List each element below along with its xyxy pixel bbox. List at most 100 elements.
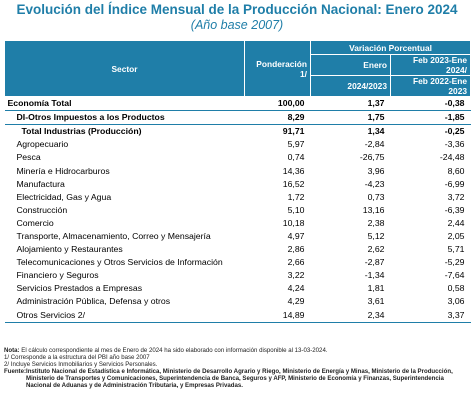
jan-variation-cell: 1,75	[310, 110, 391, 126]
source-text: Instituto Nacional de Estadística e Info…	[26, 368, 453, 390]
annual-variation-cell: 3,06	[447, 296, 465, 307]
annual-variation-cell: -3,36	[444, 139, 465, 150]
sector-cell: Electricidad, Gas y Agua	[16, 191, 112, 202]
weight-cell: 5,97	[287, 139, 305, 150]
weight-cell: 4,29	[287, 296, 305, 307]
note-2: 2/ Incluye Servicios Inmobiliarios y Ser…	[4, 361, 158, 369]
table-row: Administración Pública, Defensa y otros 4…	[5, 295, 471, 308]
table-row: Otros Servicios 2/14,89 2,34 3,37	[4, 308, 471, 323]
jan-variation-cell: -26,75	[359, 152, 385, 163]
table-row: Manufactura 16,52 -4,23 -6,99	[5, 178, 471, 191]
note-main: Nota: El cálculo correspondiente al mes …	[4, 347, 470, 354]
jan-variation-cell: 3,61	[367, 296, 385, 307]
jan-variation-cell: 2,62	[367, 244, 385, 255]
sector-cell: DI-Otros Impuestos a los Productos	[4, 110, 245, 126]
table-body: Economía Total 100,00 1,37 -0,38 DI-Otros Im…	[4, 96, 471, 323]
annual-variation-cell: 0,58	[447, 283, 465, 294]
jan-variation-cell: -4,23	[364, 178, 385, 189]
sector-cell: Manufactura	[16, 178, 65, 189]
weight-cell: 10,18	[282, 217, 305, 228]
table-row: Servicios Prestados a Empresas 4,24 1,81 0,…	[5, 282, 471, 295]
annual-variation-cell: 2,44	[447, 217, 465, 228]
table-row: Total Industrias (Producción) 91,71 1,34 -0…	[5, 125, 471, 139]
sector-cell: Transporte, Almacenamiento, Correo y Men…	[16, 230, 211, 241]
header-ytd-top: Feb 2023-Ene 2024/	[389, 54, 472, 76]
table-row: Alojamiento y Restaurantes 2,86 2,62 5,71	[5, 243, 471, 256]
weight-cell: 2,66	[287, 257, 305, 268]
page-title: Evolución del Índice Mensual de la Produ…	[16, 2, 458, 17]
annual-variation-cell: 3,37	[390, 308, 471, 323]
table-row: Telecomunicaciones y Otros Servicios de …	[5, 256, 471, 269]
weight-cell: 5,10	[287, 204, 305, 215]
annual-variation-cell: -0,25	[444, 126, 465, 137]
header-jan-top: Enero	[310, 54, 391, 76]
jan-variation-cell: 1,34	[367, 126, 385, 137]
jan-variation-cell: 5,12	[367, 230, 385, 241]
weight-cell: 14,36	[282, 165, 305, 176]
table-row: Electricidad, Gas y Agua 1,72 0,73 3,72	[5, 191, 471, 204]
weight-cell: 16,52	[282, 178, 305, 189]
sector-cell: Otros Servicios 2/	[4, 308, 245, 323]
annual-variation-cell: 2,05	[447, 230, 465, 241]
sector-cell: Total Industrias (Producción)	[21, 126, 142, 137]
table-row: Comercio 10,18 2,38 2,44	[5, 217, 471, 230]
weight-cell: 3,22	[287, 270, 305, 281]
weight-cell: 4,24	[287, 283, 305, 294]
header-jan-bottom: 2024/2023	[310, 75, 391, 97]
table-row: Minería e Hidrocarburos 14,36 3,96 8,60	[5, 164, 471, 177]
annual-variation-cell: -1,85	[390, 110, 471, 126]
table-row: Financiero y Seguros 3,22 -1,34 -7,64	[5, 269, 471, 282]
jan-variation-cell: 2,34	[310, 308, 391, 323]
page-subtitle: (Año base 2007)	[190, 18, 284, 32]
sector-cell: Agropecuario	[16, 139, 69, 150]
jan-variation-cell: 2,38	[367, 217, 385, 228]
weight-cell: 2,86	[287, 244, 305, 255]
jan-variation-cell: 3,96	[367, 165, 385, 176]
source-label: Fuente:	[4, 368, 27, 376]
sector-cell: Financiero y Seguros	[16, 270, 99, 281]
jan-variation-cell: -1,34	[364, 270, 385, 281]
table-row: Construcción 5,10 13,16 -6,39	[5, 204, 471, 217]
header-ytd-bottom: Feb 2022-Ene 2023	[389, 75, 472, 97]
header-sector: Sector	[4, 40, 245, 97]
annual-variation-cell: -6,39	[444, 204, 465, 215]
annual-variation-cell: -0,38	[390, 96, 471, 112]
note-text: El cálculo correspondiente al mes de Ene…	[21, 347, 328, 354]
sector-cell: Pesca	[16, 152, 41, 163]
footnotes: Nota: El cálculo correspondiente al mes …	[4, 347, 470, 390]
weight-cell: 8,29	[244, 110, 311, 126]
weight-cell: 0,74	[287, 152, 305, 163]
sector-cell: Economía Total	[4, 96, 245, 112]
table-row: DI-Otros Impuestos a los Productos 8,29 1,…	[4, 110, 471, 126]
sector-cell: Minería e Hidrocarburos	[16, 165, 110, 176]
jan-variation-cell: 13,16	[362, 204, 385, 215]
table-header: Sector Ponderación 1/ Variación Porcentu…	[4, 40, 472, 97]
jan-variation-cell: -2,87	[364, 257, 385, 268]
weight-cell: 14,89	[244, 308, 311, 323]
jan-variation-cell: 1,81	[367, 283, 385, 294]
weight-cell: 91,71	[282, 126, 305, 137]
sector-cell: Telecomunicaciones y Otros Servicios de …	[16, 257, 223, 268]
annual-variation-cell: 3,72	[447, 191, 465, 202]
sector-cell: Construcción	[16, 204, 68, 215]
jan-variation-cell: -2,84	[364, 139, 385, 150]
annual-variation-cell: 5,71	[447, 244, 465, 255]
annual-variation-cell: 8,60	[447, 165, 465, 176]
annual-variation-cell: -5,29	[444, 257, 465, 268]
annual-variation-cell: -7,64	[444, 270, 465, 281]
annual-variation-cell: -6,99	[444, 178, 465, 189]
source-note: Fuente: Instituto Nacional de Estadístic…	[4, 368, 470, 389]
jan-variation-cell: 1,37	[310, 96, 391, 112]
annual-variation-cell: -24,48	[439, 152, 465, 163]
table-row: Pesca 0,74 -26,75 -24,48	[5, 151, 471, 164]
header-variation: Variación Porcentual	[309, 40, 472, 55]
production-table: Sector Ponderación 1/ Variación Porcentu…	[4, 40, 472, 323]
note-label: Nota:	[4, 347, 20, 354]
sector-cell: Comercio	[16, 217, 54, 228]
sector-cell: Alojamiento y Restaurantes	[16, 244, 123, 255]
sector-cell: Administración Pública, Defensa y otros	[16, 296, 171, 307]
table-row: Transporte, Almacenamiento, Correo y Men…	[5, 230, 471, 243]
jan-variation-cell: 0,73	[367, 191, 385, 202]
note-1: 1/ Corresponde a la estructura del PBI a…	[4, 354, 150, 362]
